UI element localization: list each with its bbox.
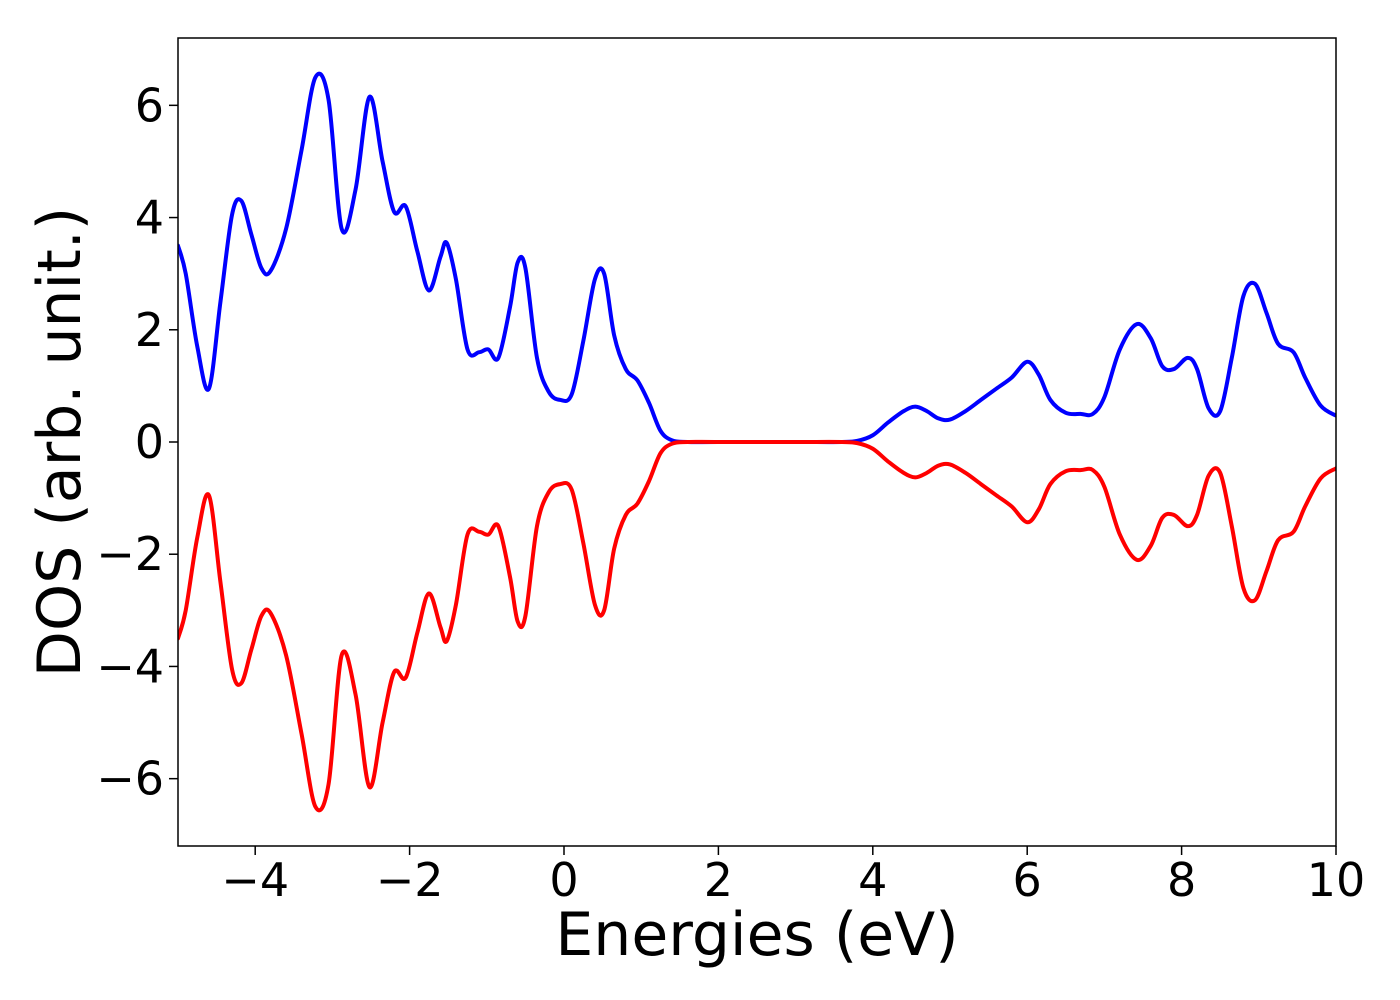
- y-tick-label: −6: [96, 752, 164, 806]
- x-tick-label: 6: [1013, 853, 1042, 907]
- x-tick-label: 8: [1167, 853, 1196, 907]
- y-tick-label: 0: [135, 415, 164, 469]
- y-tick-label: 6: [135, 78, 164, 132]
- x-axis-title: Energies (eV): [555, 900, 958, 970]
- y-tick-label: −4: [96, 639, 164, 693]
- x-tick-label: 10: [1307, 853, 1366, 907]
- x-tick-label: −2: [376, 853, 444, 907]
- x-axis: −4 −2 0 2 4 6 8 10: [221, 846, 1365, 907]
- x-tick-label: −4: [221, 853, 289, 907]
- curves-layer: [178, 71, 1336, 813]
- y-tick-label: 4: [135, 191, 164, 245]
- y-axis-title: DOS (arb. unit.): [25, 207, 95, 677]
- dos-curve-spin-up: [178, 71, 1336, 445]
- x-tick-label: 0: [549, 853, 578, 907]
- dos-curve-spin-down: [178, 439, 1336, 813]
- y-tick-label: −2: [96, 527, 164, 581]
- x-tick-label: 2: [704, 853, 733, 907]
- y-axis: −6 −4 −2 0 2 4 6: [96, 78, 178, 806]
- x-tick-label: 4: [858, 853, 887, 907]
- y-tick-label: 2: [135, 303, 164, 357]
